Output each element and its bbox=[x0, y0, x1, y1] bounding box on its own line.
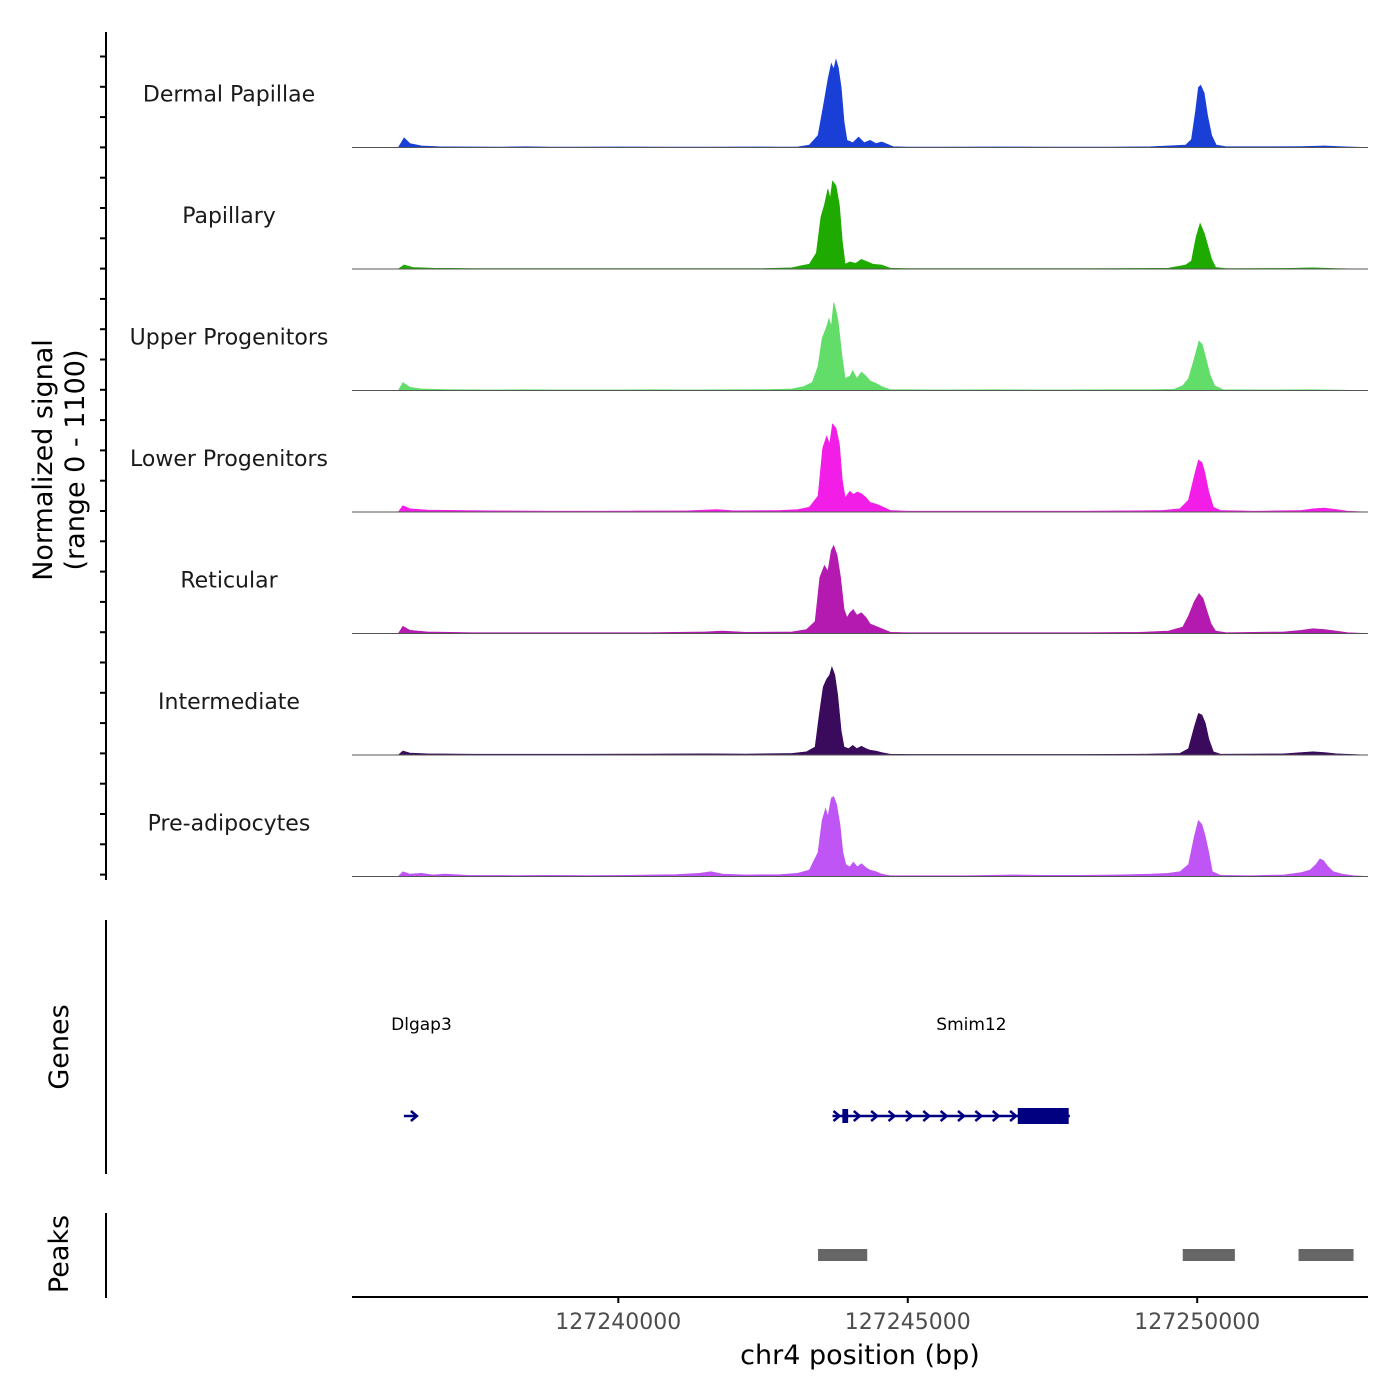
y-axis: Normalized signal (range 0 - 1100) bbox=[28, 32, 107, 880]
gene-exon bbox=[842, 1109, 849, 1123]
track-dermal-papillae: Dermal Papillae bbox=[143, 58, 1369, 148]
track-upper-progenitors: Upper Progenitors bbox=[130, 302, 1369, 391]
x-axis-title: chr4 position (bp) bbox=[740, 1340, 980, 1371]
strand-arrow bbox=[957, 1110, 966, 1122]
strand-arrow bbox=[870, 1110, 880, 1122]
track-signal-area bbox=[352, 544, 1369, 634]
strand-arrow bbox=[832, 1110, 842, 1122]
track-label: Intermediate bbox=[158, 690, 300, 715]
strand-arrow bbox=[991, 1110, 1001, 1122]
gene-label: Smim12 bbox=[936, 1015, 1006, 1035]
gene-dlgap3: Dlgap3 bbox=[391, 1015, 452, 1122]
gene-exon bbox=[1017, 1108, 1069, 1124]
x-axis: 127240000 127245000 127250000 chr4 position… bbox=[352, 1296, 1368, 1371]
track-intermediate: Intermediate bbox=[158, 666, 1369, 756]
track-papillary: Papillary bbox=[182, 180, 1369, 270]
track-label: Lower Progenitors bbox=[130, 447, 328, 472]
track-pre-adipocytes: Pre-adipocytes bbox=[148, 796, 1369, 877]
y-axis-title-line-2: (range 0 - 1100) bbox=[60, 350, 91, 571]
track-signal-area bbox=[352, 796, 1369, 877]
y-axis-title: Normalized signal (range 0 - 1100) bbox=[28, 339, 91, 581]
track-label: Pre-adipocytes bbox=[148, 812, 311, 837]
genes-panel: Genes Dlgap3 Smim12 bbox=[44, 920, 1070, 1174]
strand-arrow bbox=[974, 1110, 984, 1122]
peak-region bbox=[1182, 1249, 1235, 1261]
peaks-panel-title: Peaks bbox=[44, 1215, 75, 1293]
track-signal-area bbox=[352, 423, 1369, 513]
gene-smim12: Smim12 bbox=[832, 1015, 1070, 1124]
strand-arrow bbox=[410, 1110, 419, 1122]
x-tick-label: 127245000 bbox=[845, 1310, 971, 1335]
track-reticular: Reticular bbox=[180, 544, 1369, 634]
track-signal-area bbox=[352, 666, 1369, 756]
track-label: Papillary bbox=[182, 204, 276, 229]
strand-arrow bbox=[852, 1110, 862, 1122]
peaks-panel-title-text: Peaks bbox=[44, 1215, 75, 1293]
strand-arrow bbox=[887, 1110, 897, 1122]
track-label: Upper Progenitors bbox=[130, 326, 329, 351]
track-label: Dermal Papillae bbox=[143, 83, 315, 108]
coverage-tracks: Dermal Papillae Papillary Upper Progenitor… bbox=[130, 58, 1369, 877]
track-label: Reticular bbox=[180, 569, 278, 594]
strand-arrow bbox=[905, 1110, 914, 1122]
peaks-panel: Peaks bbox=[44, 1213, 1354, 1298]
strand-arrow bbox=[939, 1110, 949, 1122]
strand-arrow bbox=[922, 1110, 932, 1122]
gene-label: Dlgap3 bbox=[391, 1015, 452, 1035]
track-signal-area bbox=[352, 58, 1369, 148]
track-lower-progenitors: Lower Progenitors bbox=[130, 423, 1369, 513]
x-tick-label: 127250000 bbox=[1134, 1310, 1260, 1335]
track-signal-area bbox=[352, 180, 1369, 270]
peak-region bbox=[818, 1249, 868, 1261]
track-signal-area bbox=[352, 302, 1369, 391]
strand-arrow bbox=[1009, 1110, 1019, 1122]
genes-panel-title: Genes bbox=[44, 1004, 75, 1089]
x-tick-label: 127240000 bbox=[555, 1310, 681, 1335]
y-axis-title-line-1: Normalized signal bbox=[28, 339, 59, 581]
peak-region bbox=[1298, 1249, 1354, 1261]
genes-panel-title-text: Genes bbox=[44, 1004, 75, 1089]
